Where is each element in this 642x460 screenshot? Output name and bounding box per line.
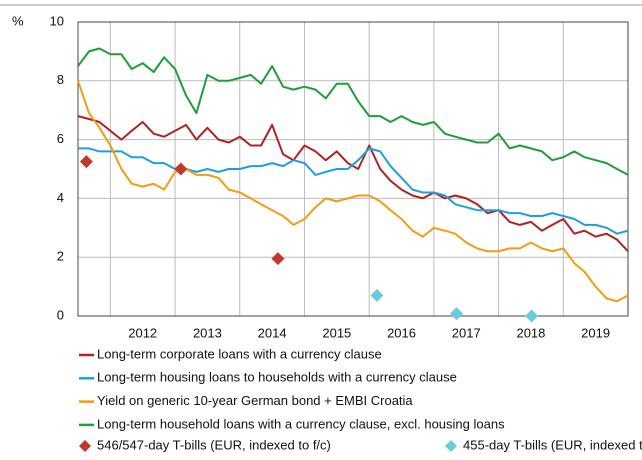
x-tick-label: 2018 bbox=[516, 325, 545, 340]
legend-marker bbox=[79, 440, 91, 452]
y-tick-label: 10 bbox=[50, 13, 64, 28]
x-tick-label: 2019 bbox=[581, 325, 610, 340]
diamond-marker bbox=[174, 162, 188, 176]
legend-label: Yield on generic 10-year German bond + E… bbox=[97, 393, 413, 408]
y-tick-label: 8 bbox=[57, 72, 64, 87]
legend-label: 455-day T-bills (EUR, indexed to f/c) bbox=[463, 437, 642, 452]
diamond-marker bbox=[271, 252, 285, 266]
series-line bbox=[77, 47, 629, 176]
diamond-marker bbox=[79, 155, 93, 169]
y-unit: % bbox=[12, 13, 24, 28]
y-tick-label: 0 bbox=[57, 307, 64, 322]
y-tick-label: 6 bbox=[57, 131, 64, 146]
y-tick-label: 4 bbox=[57, 190, 64, 205]
y-tick-label: 2 bbox=[57, 249, 64, 264]
x-tick-label: 2012 bbox=[128, 325, 157, 340]
diamond-marker bbox=[525, 309, 539, 323]
diamond-marker bbox=[450, 307, 464, 321]
series-line bbox=[77, 80, 629, 303]
x-tick-label: 2016 bbox=[387, 325, 416, 340]
series-line bbox=[78, 147, 629, 235]
x-tick-label: 2014 bbox=[258, 325, 287, 340]
x-tick-label: 2013 bbox=[193, 325, 222, 340]
legend-label: Long-term corporate loans with a currenc… bbox=[97, 346, 382, 361]
legend-label: 546/547-day T-bills (EUR, indexed to f/c… bbox=[97, 437, 331, 452]
legend-marker bbox=[445, 440, 457, 452]
series-line bbox=[77, 115, 629, 252]
legend-label: Long-term household loans with a currenc… bbox=[97, 416, 505, 431]
diamond-marker bbox=[370, 288, 384, 302]
x-tick-label: 2015 bbox=[322, 325, 351, 340]
plot-frame bbox=[77, 21, 629, 317]
legend-label: Long-term housing loans to households wi… bbox=[97, 370, 457, 385]
x-tick-label: 2017 bbox=[452, 325, 481, 340]
